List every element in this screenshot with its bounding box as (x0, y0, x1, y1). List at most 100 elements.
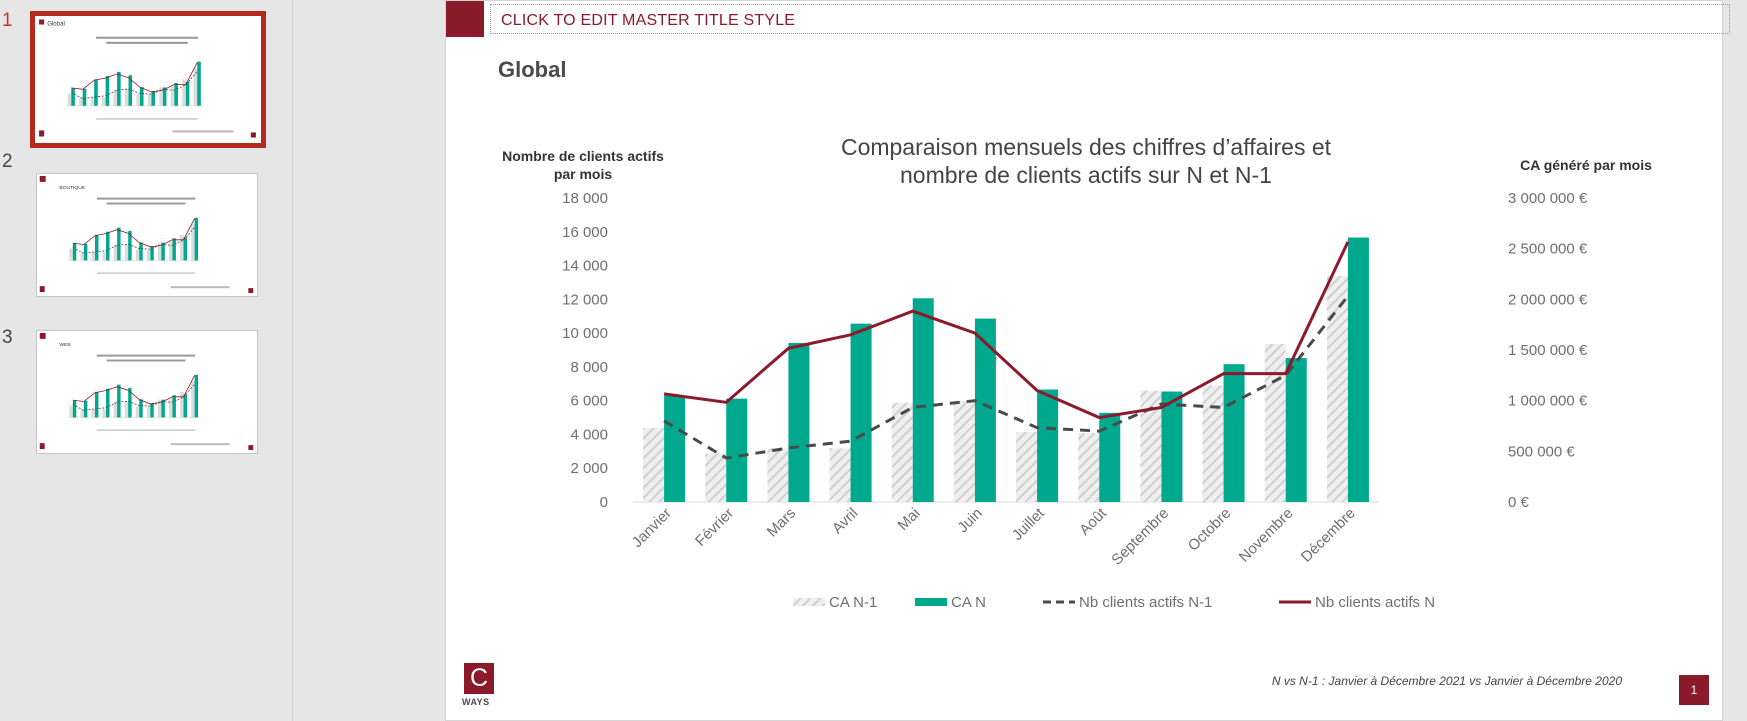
slide-page-number: 1 (1679, 675, 1709, 705)
chart-legend: CA N-1 CA N Nb clients actifs N-1 Nb client… (793, 594, 1435, 611)
x-tick-label: Septembre (1108, 505, 1172, 569)
bar-ca-n1 (767, 448, 789, 502)
y-right-tick-label: 2 500 000 € (1508, 241, 1588, 258)
thumbnail-bar-ca-n (174, 82, 178, 106)
y-left-tick-label: 4 000 (570, 426, 608, 443)
logo-wordmark: WAYS (462, 697, 490, 707)
thumbnail-bar-ca-n1 (113, 401, 118, 418)
bar-ca-n1 (829, 448, 851, 502)
slide-thumbnail-2[interactable]: BOUTIQUE (36, 173, 258, 297)
slide-number-3: 3 (2, 327, 13, 348)
slide-number-2: 2 (2, 151, 13, 172)
thumbnail-bar-ca-n (72, 243, 77, 261)
legend-entry-label: CA N (951, 594, 986, 611)
thumbnail-bar-ca-n1 (135, 249, 140, 261)
thumbnail-bar-ca-n (150, 403, 154, 418)
thumbnail-bar-ca-n1 (102, 408, 107, 418)
x-tick-label: Octobre (1185, 505, 1235, 555)
thumbnail-label-2: BOUTIQUE (59, 185, 85, 191)
thumbnail-bar-ca-n (117, 227, 121, 261)
bar-ca-n1 (1264, 343, 1286, 502)
thumbnail-bar-ca-n1 (102, 96, 106, 106)
y-left-tick-label: 6 000 (570, 393, 608, 410)
thumbnail-bar-ca-n1 (180, 235, 184, 261)
bar-ca-n (974, 318, 996, 502)
thumbnail-label-3: WEB (59, 342, 71, 348)
thumbnail-label-1: Global (47, 21, 65, 28)
x-tick-label: Décembre (1298, 505, 1359, 566)
title-accent-bar (446, 1, 484, 37)
thumbnail-bar-ca-n1 (157, 399, 162, 418)
thumbnail-preview-2: BOUTIQUE (39, 175, 254, 294)
thumbnail-line-clients-n1 (71, 71, 198, 100)
thumbnail-bar-ca-n (128, 75, 133, 106)
thumbnail-bar-ca-n (94, 391, 99, 418)
thumbnail-bar-ca-n (194, 217, 199, 261)
thumbnail-bar-ca-n1 (69, 405, 73, 418)
y-left-tick-label: 18 000 (562, 190, 608, 207)
y-right-tick-label: 3 000 000 € (1508, 190, 1588, 207)
legend-entry-label: CA N-1 (829, 594, 877, 611)
slide-canvas[interactable]: CLICK TO EDIT MASTER TITLE STYLE Global … (445, 0, 1730, 721)
slide-number-1: 1 (2, 10, 13, 31)
thumbnail-bar-ca-n1 (169, 241, 173, 261)
thumbnail-legend (96, 429, 196, 431)
thumbnail-bar-ca-n (139, 399, 143, 418)
company-logo: C (464, 663, 494, 694)
slide-thumbnail-1[interactable]: Global (30, 11, 266, 148)
bar-ca-n (726, 398, 748, 502)
bar-ca-n1 (891, 402, 913, 502)
thumbnail-bar-ca-n1 (124, 89, 129, 106)
thumbnail-bar-ca-n (161, 242, 165, 261)
bar-ca-n1 (705, 453, 727, 502)
bar-ca-n1 (1140, 390, 1162, 502)
legend-swatch-ca-n (915, 598, 947, 606)
thumbnail-bar-ca-n1 (79, 97, 83, 106)
thumbnail-bar-ca-n1 (67, 93, 72, 106)
y-axis-left-label-line-2: par mois (554, 166, 613, 182)
thumbnail-bar-ca-n1 (191, 381, 195, 418)
slide-thumbnail-3[interactable]: WEB (36, 330, 258, 454)
thumbnail-line-clients-n1 (72, 383, 195, 411)
y-left-tick-label: 12 000 (562, 291, 608, 308)
thumbnail-bar-ca-n (172, 395, 176, 418)
thumbnail-bar-ca-n (71, 88, 75, 106)
thumbnail-bar-ca-n (162, 87, 167, 106)
x-tick-label: Juin (954, 505, 985, 536)
thumbnail-bar-ca-n (151, 91, 155, 106)
bar-ca-n (664, 395, 686, 502)
thumbnail-bar-ca-n1 (191, 224, 195, 261)
logo-letter: C (469, 664, 489, 692)
y-left-tick-label: 8 000 (570, 359, 608, 376)
thumbnail-bar-ca-n1 (91, 251, 95, 261)
thumbnail-bar-ca-n (83, 243, 88, 261)
thumbnail-bar-ca-n (72, 400, 77, 418)
thumbnail-bar-ca-n1 (80, 409, 84, 418)
thumbnail-bar-ca-n1 (135, 406, 140, 418)
thumbnail-bar-ca-n (83, 400, 88, 418)
thumbnail-line-clients-n1 (72, 226, 195, 254)
bar-ca-n (788, 342, 810, 502)
y-right-tick-label: 1 000 000 € (1508, 393, 1588, 410)
y-right-tick-label: 1 500 000 € (1508, 342, 1588, 359)
bar-ca-n (1347, 237, 1369, 502)
line-clients-n1 (663, 295, 1350, 460)
x-tick-label: Janvier (629, 505, 675, 551)
line-clients-n (663, 241, 1350, 420)
chart-title-line-1: Comparaison mensuels des chiffres d’affa… (841, 134, 1332, 160)
thumbnail-bar-ca-n1 (147, 94, 152, 106)
bar-ca-n (850, 323, 872, 502)
slide-subtitle[interactable]: Global (498, 57, 567, 82)
thumbnail-bar-ca-n (194, 374, 199, 418)
combo-chart[interactable]: Nombre de clients actifs par mois CA gén… (446, 1, 1722, 720)
thumbnail-bar-ca-n1 (124, 401, 129, 418)
bar-ca-n (1285, 358, 1307, 502)
x-tick-label: Mai (894, 505, 923, 534)
master-title-placeholder[interactable]: CLICK TO EDIT MASTER TITLE STYLE (490, 4, 1730, 34)
thumbnail-bar-ca-n (94, 79, 98, 106)
y-left-tick-label: 10 000 (562, 325, 608, 342)
thumbnail-bar-ca-n (128, 230, 132, 261)
thumbnail-bar-ca-n1 (169, 398, 173, 418)
thumbnail-line-clients-n (72, 375, 195, 405)
y-left-tick-label: 16 000 (562, 224, 608, 241)
